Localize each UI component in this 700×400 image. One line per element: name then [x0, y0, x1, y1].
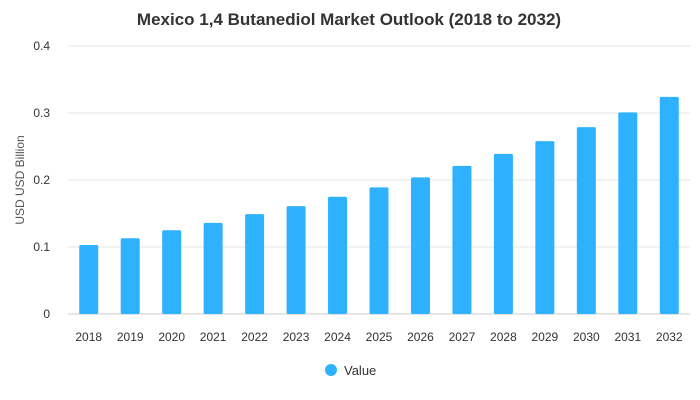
y-tick-label: 0.4 [33, 39, 50, 53]
bar-2018[interactable] [79, 244, 99, 314]
bar-2029[interactable] [535, 141, 555, 314]
x-tick-label: 2024 [324, 330, 351, 344]
bar-2032[interactable] [659, 96, 679, 314]
bar-2027[interactable] [452, 165, 472, 314]
legend-label-value: Value [344, 363, 376, 378]
x-tick-label: 2023 [283, 330, 310, 344]
y-tick-label: 0.1 [33, 240, 50, 254]
bar-2020[interactable] [162, 230, 182, 314]
y-tick-label: 0.3 [33, 106, 50, 120]
x-tick-label: 2022 [241, 330, 268, 344]
y-tick-label: 0.2 [33, 173, 50, 187]
y-axis-label: USD USD Billion [13, 135, 27, 224]
x-tick-label: 2031 [614, 330, 641, 344]
x-tick-label: 2025 [366, 330, 393, 344]
bar-2028[interactable] [493, 153, 513, 314]
x-tick-label: 2021 [200, 330, 227, 344]
y-tick-label: 0 [43, 307, 50, 321]
x-tick-label: 2018 [75, 330, 102, 344]
bars [79, 96, 679, 314]
x-tick-label: 2026 [407, 330, 434, 344]
bar-2031[interactable] [618, 112, 638, 314]
bar-2026[interactable] [410, 177, 430, 314]
bar-2025[interactable] [369, 187, 389, 314]
x-tick-label: 2029 [532, 330, 559, 344]
x-tick-label: 2020 [158, 330, 185, 344]
y-axis-ticks: 0 0.1 0.2 0.3 0.4 [33, 39, 50, 321]
legend[interactable]: Value [325, 363, 376, 378]
bar-2024[interactable] [328, 196, 348, 314]
x-tick-label: 2032 [656, 330, 683, 344]
x-tick-label: 2028 [490, 330, 517, 344]
legend-swatch-value [325, 364, 337, 376]
bar-2023[interactable] [286, 206, 306, 314]
bar-2021[interactable] [203, 222, 223, 314]
x-tick-label: 2027 [449, 330, 476, 344]
chart-title: Mexico 1,4 Butanediol Market Outlook (20… [137, 10, 561, 29]
x-axis-ticks: 2018 2019 2020 2021 2022 2023 2024 2025 2026 2027… [75, 330, 683, 344]
bar-2030[interactable] [576, 127, 596, 314]
bar-2022[interactable] [245, 214, 265, 314]
x-tick-label: 2019 [117, 330, 144, 344]
x-tick-label: 2030 [573, 330, 600, 344]
bar-2019[interactable] [120, 238, 140, 314]
